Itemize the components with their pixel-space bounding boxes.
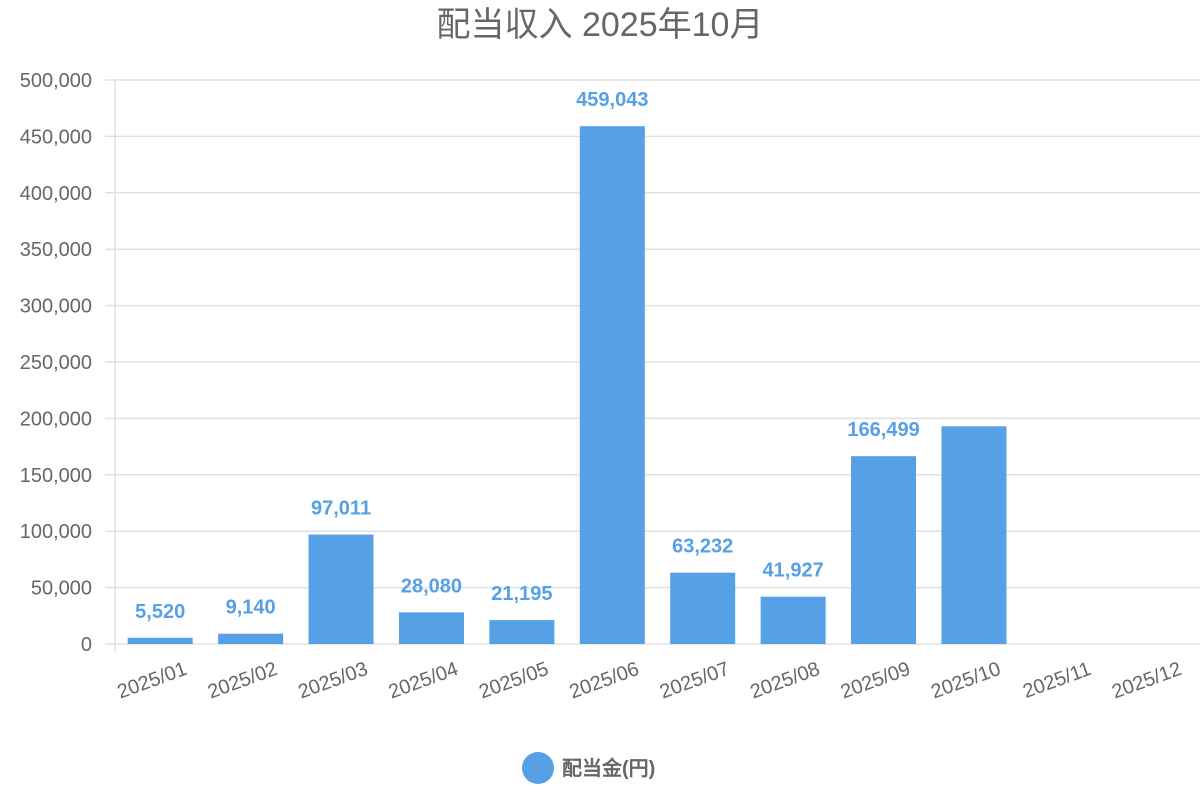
bar-2025/05[interactable] bbox=[489, 620, 555, 644]
bar-2025/07[interactable] bbox=[670, 572, 736, 644]
x-tick-label: 2025/09 bbox=[838, 658, 913, 703]
data-label: 41,927 bbox=[763, 560, 824, 582]
y-tick-label: 500,000 bbox=[20, 70, 92, 92]
legend[interactable]: 配当金(円) bbox=[522, 752, 655, 784]
bar-2025/04[interactable] bbox=[398, 612, 464, 644]
data-label: 9,140 bbox=[226, 597, 276, 619]
gridlines bbox=[105, 79, 1200, 652]
y-tick-label: 200,000 bbox=[20, 408, 92, 430]
bar-2025/03[interactable] bbox=[308, 534, 374, 644]
bar-2025/02[interactable] bbox=[218, 633, 284, 644]
y-tick-label: 0 bbox=[81, 634, 92, 656]
x-tick-label: 2025/10 bbox=[928, 658, 1003, 703]
y-tick-label: 300,000 bbox=[20, 296, 92, 318]
x-axis: 2025/01 2025/02 2025/03 2025/04 2025/05 2025/… bbox=[114, 658, 1184, 703]
y-tick-label: 100,000 bbox=[20, 521, 92, 543]
x-tick-label: 2025/06 bbox=[567, 658, 642, 703]
x-tick-label: 2025/01 bbox=[114, 658, 189, 703]
x-tick-label: 2025/05 bbox=[476, 658, 551, 703]
y-tick-label: 150,000 bbox=[20, 465, 92, 487]
bar-2025/06[interactable] bbox=[579, 126, 645, 645]
x-tick-label: 2025/08 bbox=[747, 658, 822, 703]
legend-swatch bbox=[522, 752, 554, 784]
bar-2025/09[interactable] bbox=[851, 456, 917, 644]
data-label: 63,232 bbox=[672, 536, 733, 558]
x-tick-label: 2025/07 bbox=[657, 658, 732, 703]
chart-title: 配当収入 2025年10月 bbox=[437, 6, 764, 44]
data-label: 5,520 bbox=[135, 601, 185, 623]
x-tick-label: 2025/02 bbox=[205, 658, 280, 703]
y-tick-label: 450,000 bbox=[20, 126, 92, 148]
y-tick-label: 50,000 bbox=[31, 578, 92, 600]
x-tick-label: 2025/12 bbox=[1109, 658, 1184, 703]
data-label: 21,195 bbox=[491, 583, 552, 605]
y-tick-label: 400,000 bbox=[20, 183, 92, 205]
x-tick-label: 2025/11 bbox=[1020, 658, 1094, 703]
y-axis: 0 50,000 100,000 150,000 200,000 250,000 300,0… bbox=[20, 70, 92, 656]
data-label: 166,499 bbox=[847, 419, 919, 441]
legend-label[interactable]: 配当金(円) bbox=[562, 756, 655, 780]
bar-2025/01[interactable] bbox=[127, 637, 193, 644]
bar-2025/08[interactable] bbox=[760, 596, 826, 644]
data-label: 28,080 bbox=[401, 575, 462, 597]
x-tick-label: 2025/04 bbox=[386, 658, 461, 703]
bar-2025/10[interactable] bbox=[941, 426, 1007, 644]
data-label: 459,043 bbox=[576, 89, 648, 111]
data-label: 97,011 bbox=[311, 498, 371, 520]
data-labels: 5,520 9,140 97,011 28,080 21,195 459,043 63,23… bbox=[135, 89, 920, 623]
bars bbox=[127, 126, 1007, 645]
x-tick-label: 2025/03 bbox=[295, 658, 370, 703]
y-tick-label: 250,000 bbox=[20, 352, 92, 374]
y-tick-label: 350,000 bbox=[20, 239, 92, 261]
